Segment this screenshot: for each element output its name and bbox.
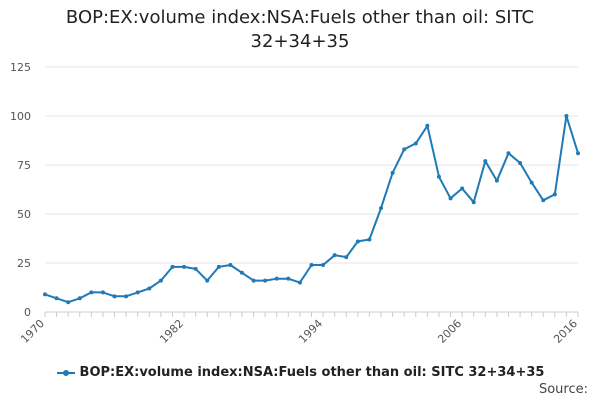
data-point [158, 278, 163, 283]
data-point [483, 159, 488, 164]
grid-layer [45, 66, 578, 264]
y-tick-label: 125 [10, 61, 31, 74]
series-line [44, 115, 579, 304]
x-tick-label: 1982 [157, 317, 186, 346]
data-point [54, 296, 59, 301]
data-point [216, 264, 221, 269]
data-point [263, 278, 268, 283]
data-point [147, 286, 152, 291]
y-tick-label: 50 [17, 208, 31, 221]
data-point [471, 200, 476, 205]
x-tick-label: 2006 [435, 317, 464, 346]
chart-title: BOP:EX:volume index:NSA:Fuels other than… [40, 6, 560, 54]
legend[interactable]: BOP:EX:volume index:NSA:Fuels other than… [0, 365, 600, 380]
data-point [506, 151, 511, 156]
y-tick-label: 100 [10, 110, 31, 123]
data-point [460, 186, 465, 191]
data-point [518, 161, 523, 166]
data-point [436, 174, 441, 179]
source-label: Source: [538, 382, 588, 397]
data-point [228, 262, 233, 267]
x-tick-label: 1994 [296, 317, 325, 346]
data-point [494, 178, 499, 183]
data-point [355, 239, 360, 244]
data-point [43, 292, 47, 297]
data-point [564, 114, 569, 118]
data-point [193, 266, 198, 271]
data-point [379, 206, 384, 211]
data-point [124, 294, 129, 299]
data-point [251, 278, 256, 283]
data-point [367, 237, 372, 242]
y-tick-label: 0 [24, 306, 31, 319]
chart-title-line-2: 32+34+35 [250, 31, 350, 52]
y-tick-label: 25 [17, 257, 31, 270]
data-point [239, 270, 244, 275]
axis-layer: 0 25 50 75 100 125 1970 1982 1994 2006 2016 [10, 61, 580, 346]
x-tick-label: 1970 [18, 317, 47, 346]
data-point [413, 141, 418, 146]
y-tick-label: 75 [17, 159, 31, 172]
data-point [77, 296, 82, 301]
data-point [541, 198, 546, 203]
data-point [309, 262, 314, 267]
data-point [321, 262, 326, 267]
data-point [448, 196, 453, 201]
legend-label: BOP:EX:volume index:NSA:Fuels other than… [79, 365, 545, 380]
chart-title-line-1: BOP:EX:volume index:NSA:Fuels other than… [65, 7, 535, 28]
data-point [100, 290, 105, 295]
x-tick-label: 2016 [551, 317, 580, 346]
data-point [170, 264, 175, 269]
data-point [402, 147, 407, 152]
data-point [135, 290, 140, 295]
data-point [205, 278, 210, 283]
data-point [66, 300, 71, 305]
data-point [112, 294, 117, 299]
series-layer [43, 114, 580, 305]
data-point [89, 290, 94, 295]
legend-swatch [56, 369, 75, 376]
data-point [576, 151, 580, 156]
data-point [297, 280, 302, 285]
data-point [529, 180, 534, 185]
data-point [182, 264, 187, 269]
data-point [425, 123, 430, 128]
data-point [390, 170, 395, 175]
data-point [274, 276, 279, 281]
data-point [552, 192, 557, 197]
data-point [332, 253, 337, 258]
data-point [344, 255, 349, 260]
data-point [286, 276, 291, 281]
